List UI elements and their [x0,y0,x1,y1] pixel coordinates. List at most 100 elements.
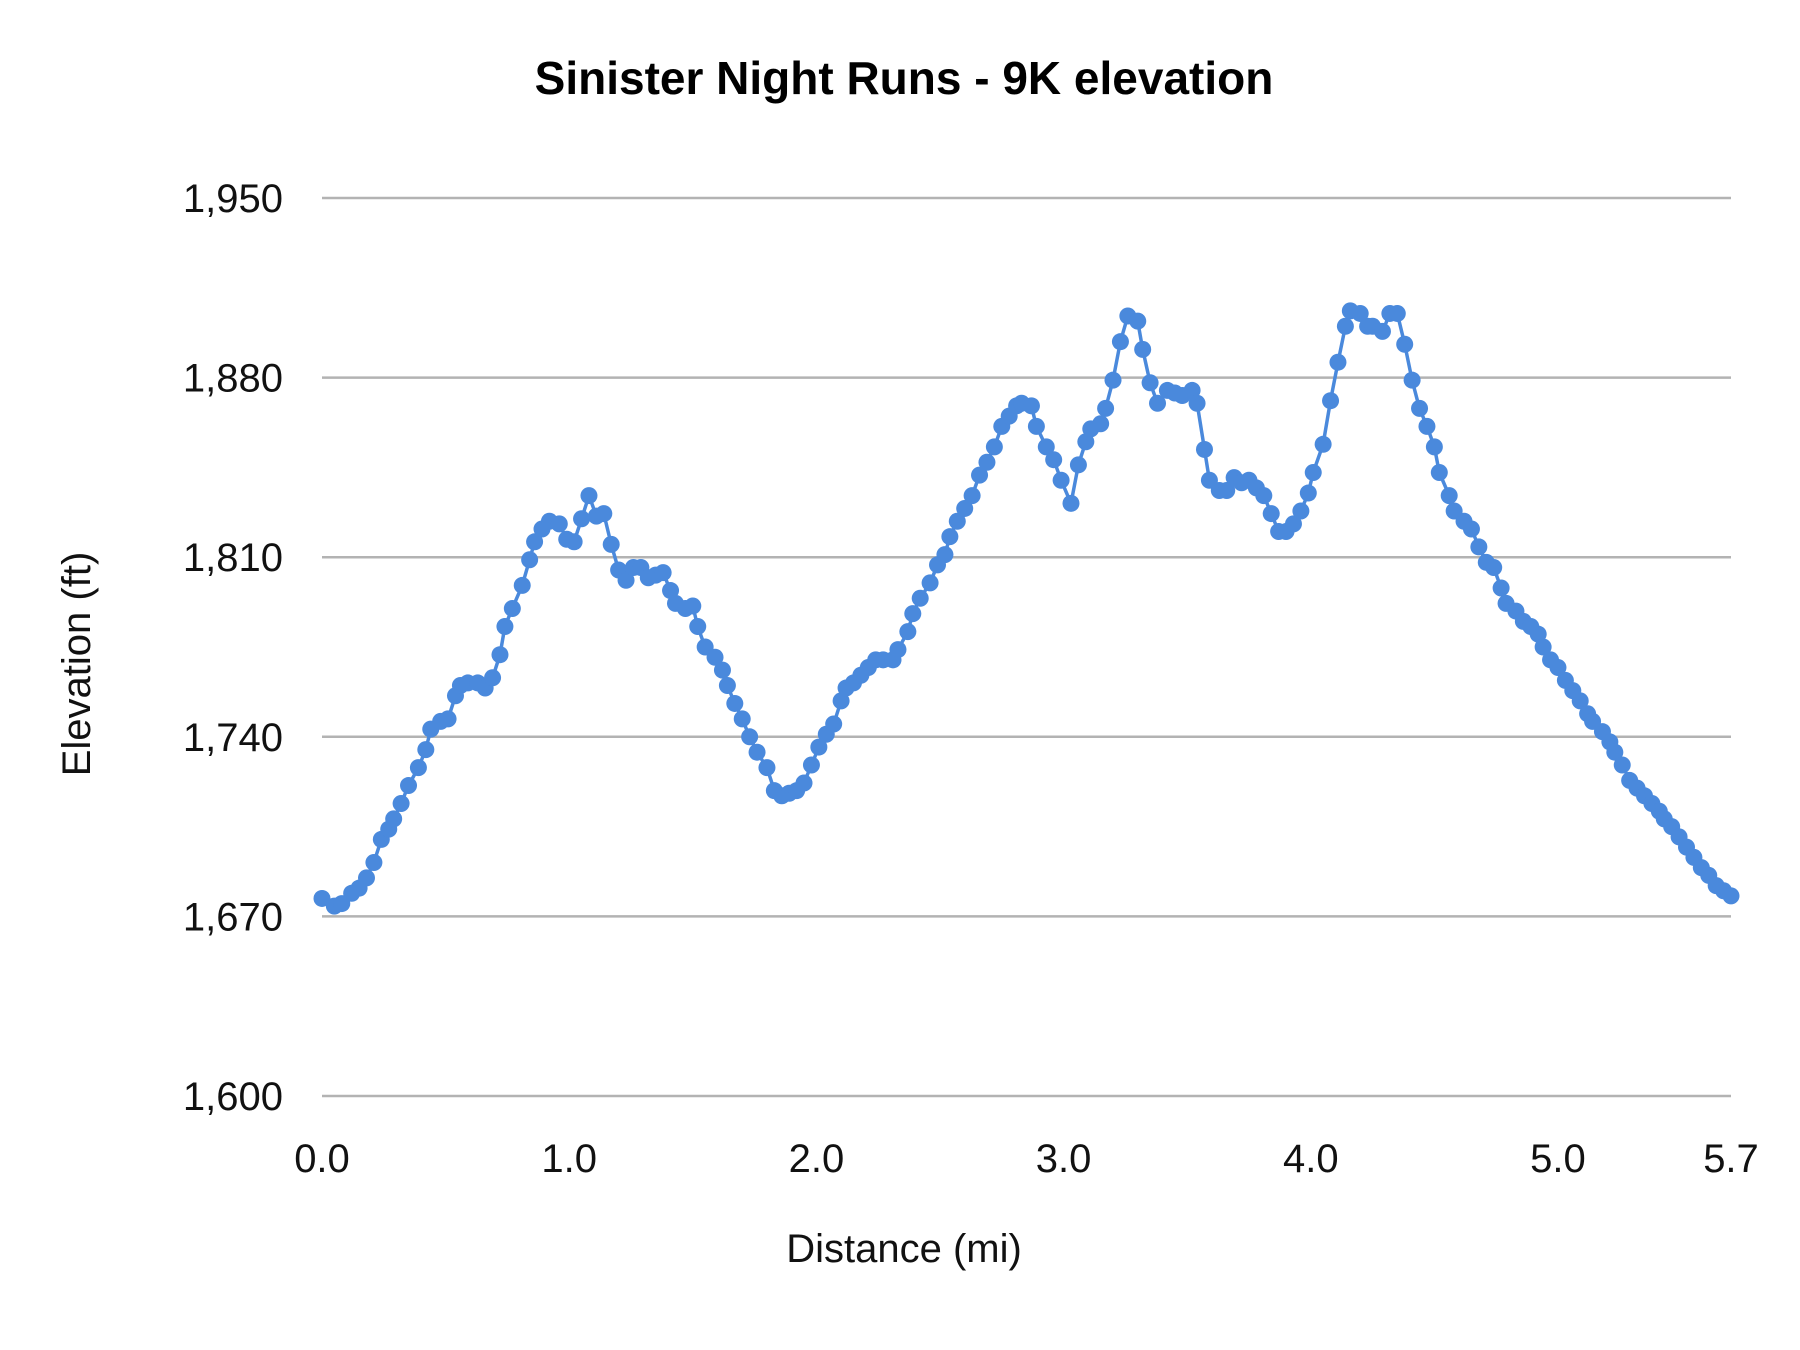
data-point [357,869,375,887]
data-point [400,777,418,795]
data-point [1396,335,1414,353]
data-point [313,889,331,907]
data-point [802,756,820,774]
data-point [392,795,410,813]
data-point [417,741,435,759]
data-point [1403,371,1421,389]
data-point [1062,494,1080,512]
data-point [889,641,907,659]
data-point [1304,464,1322,482]
data-point [1111,333,1129,351]
data-point [365,854,383,872]
data-point [1373,322,1391,340]
data-point [810,738,828,756]
data-point [1299,484,1317,502]
y-axis-ticks: 1,600 1,670 1,740 1,810 1,880 1,950 [183,177,283,1119]
data-point [741,728,759,746]
data-point [595,505,613,523]
data-point [1027,417,1045,435]
data-point [1462,520,1480,538]
data-point [1097,399,1115,417]
data-point [911,589,929,607]
data-point [748,743,766,761]
data-point [513,576,531,594]
data-point [948,512,966,530]
data-point [1292,502,1310,520]
data-point [1722,887,1740,905]
data-point [654,564,672,582]
data-point [1077,433,1095,451]
x-tick-label: 0.0 [294,1137,350,1181]
data-point [963,487,981,505]
data-point [941,528,959,546]
gridlines [322,196,1731,1098]
data-point [1255,487,1273,505]
data-point [921,574,939,592]
data-point [1322,392,1340,410]
data-point [795,774,813,792]
y-tick-label: 1,670 [183,895,283,939]
elevation-series [313,302,1740,915]
y-tick-label: 1,740 [183,716,283,760]
x-axis-label: Distance (mi) [786,1227,1022,1271]
data-point [573,510,591,528]
data-point [385,810,403,828]
data-point [1529,625,1547,643]
data-point [1411,399,1429,417]
data-point [1183,381,1201,399]
data-point [496,617,514,635]
data-point [971,466,989,484]
data-point [904,605,922,623]
data-point [1329,353,1347,371]
data-point [1104,371,1122,389]
data-point [484,669,502,687]
x-tick-label: 5.0 [1530,1137,1586,1181]
y-tick-label: 1,950 [183,177,283,221]
x-tick-label: 4.0 [1283,1137,1339,1181]
x-tick-label: 5.7 [1703,1137,1759,1181]
data-point [565,533,583,551]
data-point [1534,638,1552,656]
x-tick-label: 3.0 [1036,1137,1092,1181]
data-point [1388,304,1406,322]
data-point [1430,464,1448,482]
data-point [899,623,917,641]
data-point [758,759,776,777]
data-point [1606,743,1624,761]
data-point [1284,515,1302,533]
data-point [1440,487,1458,505]
x-tick-label: 1.0 [541,1137,597,1181]
data-point [1314,435,1332,453]
y-tick-label: 1,810 [183,536,283,580]
data-point [439,710,457,728]
data-point [526,533,544,551]
data-point [1129,312,1147,330]
data-point [662,582,680,600]
data-point [718,676,736,694]
data-point [1045,451,1063,469]
data-point [1571,692,1589,710]
data-point [1052,471,1070,489]
data-point [1351,304,1369,322]
data-point [978,453,996,471]
data-point [503,600,521,618]
data-point [713,661,731,679]
data-point [491,646,509,664]
data-point [1149,394,1167,412]
data-point [706,648,724,666]
data-point [825,715,843,733]
data-point [1613,756,1631,774]
y-tick-label: 1,600 [183,1075,283,1119]
data-point [1141,374,1159,392]
data-point [617,571,635,589]
x-axis-ticks: 0.0 1.0 2.0 3.0 4.0 5.0 5.7 [294,1137,1759,1181]
data-point [832,692,850,710]
data-point [1092,415,1110,433]
data-point [726,694,744,712]
data-point [1037,438,1055,456]
data-point [1549,659,1567,677]
data-point [1418,417,1436,435]
x-tick-label: 2.0 [789,1137,845,1181]
data-point [936,546,954,564]
